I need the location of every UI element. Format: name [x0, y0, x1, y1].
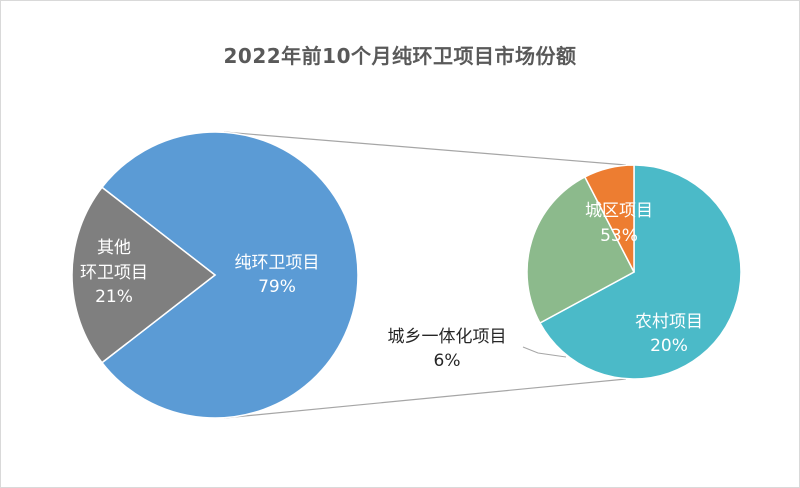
value-urban-rural: 6%	[434, 351, 461, 371]
slice-urban	[538, 164, 742, 380]
value-other-sanitation: 21%	[95, 287, 133, 307]
value-rural: 20%	[650, 336, 688, 356]
slice-urban-rural	[583, 164, 635, 273]
connector-top	[223, 131, 627, 166]
leader-urban-rural	[522, 346, 567, 358]
slice-rural	[526, 175, 636, 325]
sub-pie	[526, 164, 742, 380]
main-pie	[71, 131, 359, 419]
label-pure-sanitation: 纯环卫项目	[235, 253, 320, 273]
label-urban: 城区项目	[585, 201, 653, 221]
connector-bottom	[223, 378, 627, 419]
label-other-line2: 环卫项目	[80, 263, 148, 283]
value-pure-sanitation: 79%	[258, 277, 296, 297]
label-rural: 农村项目	[635, 312, 703, 332]
slice-pure-sanitation	[100, 131, 359, 419]
connector-lines	[223, 131, 627, 419]
label-other-line1: 其他	[97, 238, 131, 258]
slice-other-sanitation	[71, 186, 217, 364]
value-urban: 53%	[600, 226, 638, 246]
chart-title: 2022年前10个月纯环卫项目市场份额	[223, 44, 577, 68]
label-urban-rural: 城乡一体化项目	[388, 327, 507, 347]
